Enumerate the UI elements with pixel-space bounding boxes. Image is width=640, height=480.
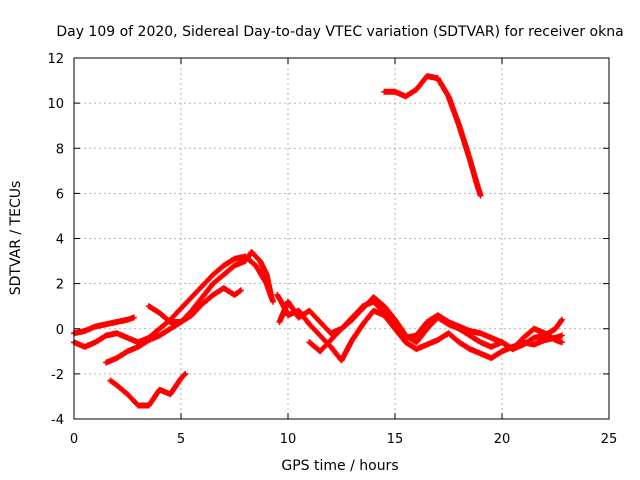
y-tick-label: 6	[56, 187, 64, 202]
y-tick-label: 12	[47, 52, 64, 67]
x-tick-label: 20	[494, 432, 511, 447]
series-trace-3	[103, 249, 274, 366]
series-trace-4	[107, 370, 189, 409]
series-marks	[145, 285, 244, 325]
series-marks	[276, 294, 565, 353]
y-axis: -4 -2 0 2 4 6 8 10 12	[47, 52, 609, 428]
data-marks	[71, 73, 565, 409]
y-tick-label: 2	[56, 278, 64, 293]
x-tick-label: 15	[387, 432, 404, 447]
series-marks	[103, 249, 274, 366]
y-tick-label: -2	[51, 368, 64, 383]
series-marks	[381, 73, 484, 199]
y-tick-label: 4	[56, 233, 64, 248]
x-tick-label: 0	[70, 432, 78, 447]
series-trace-7	[276, 294, 565, 353]
y-tick-label: 8	[56, 142, 64, 157]
chart-title: Day 109 of 2020, Sidereal Day-to-day VTE…	[56, 24, 623, 40]
x-tick-label: 10	[280, 432, 297, 447]
series-marks	[107, 370, 189, 409]
series-marks	[71, 253, 276, 350]
series-trace-5	[145, 285, 244, 325]
y-tick-label: -4	[51, 413, 64, 428]
series-trace-8	[306, 298, 565, 355]
y-tick-label: 10	[47, 97, 64, 112]
x-tick-label: 25	[601, 432, 618, 447]
grid-lines	[74, 58, 609, 419]
x-axis-label: GPS time / hours	[281, 458, 398, 474]
y-axis-label: SDTVAR / TECUs	[8, 181, 24, 296]
series-marks	[306, 298, 565, 355]
series-trace-2	[71, 314, 137, 337]
x-axis: 0 5 10 15 20 25	[70, 58, 617, 447]
y-tick-label: 0	[56, 323, 64, 338]
series-trace-1	[71, 253, 276, 350]
series-marks	[71, 314, 137, 337]
x-tick-label: 5	[177, 432, 185, 447]
series-trace-9	[381, 73, 484, 199]
